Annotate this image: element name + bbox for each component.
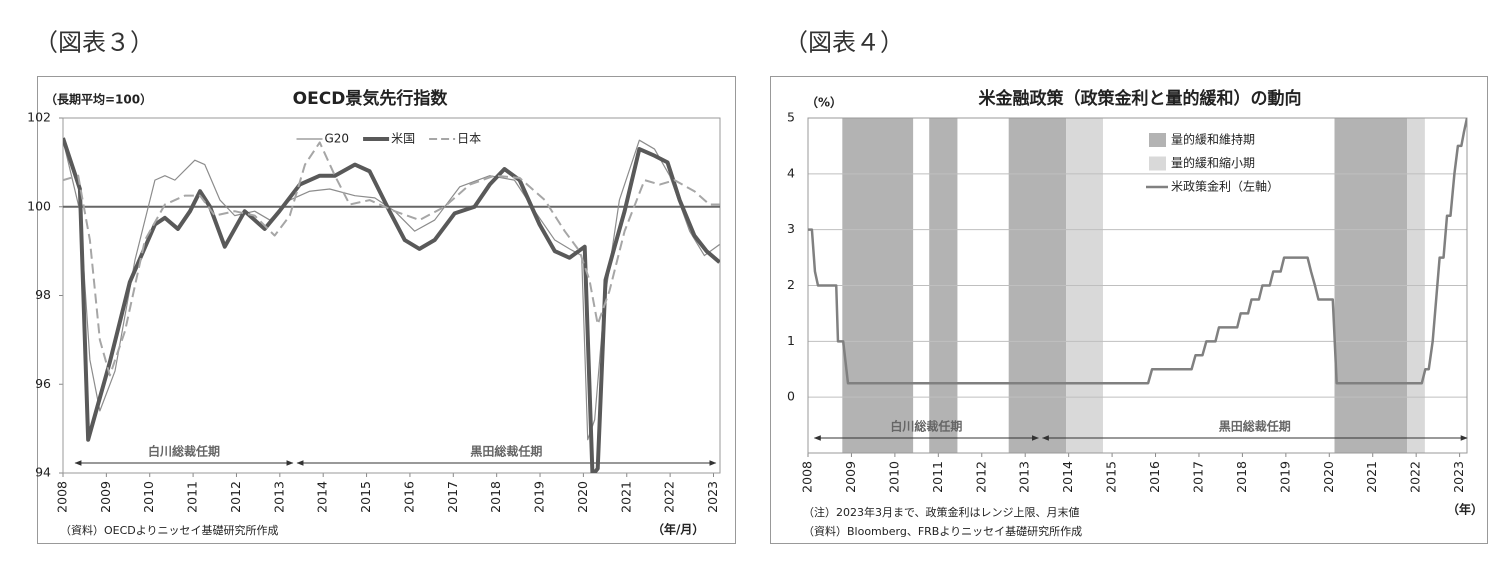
y-tick-label: 94	[35, 465, 51, 480]
x-tick-label: 2017	[445, 481, 460, 513]
x-tick-label: 2012	[228, 481, 243, 513]
y-tick-label: 98	[35, 287, 51, 302]
legend-label: 量的緩和縮小期	[1171, 155, 1255, 170]
x-tick-label: 2008	[800, 461, 815, 493]
x-tick-label: 2011	[930, 461, 945, 493]
legend-label: 量的緩和維持期	[1171, 132, 1255, 147]
chart-frame	[37, 76, 736, 544]
x-tick-label: 2023	[705, 481, 720, 513]
x-tick-label: 2023	[1451, 461, 1466, 493]
y-tick-label: 0	[787, 389, 795, 404]
x-tick-label: 2013	[1017, 461, 1032, 493]
legend-label: 米国	[391, 132, 415, 146]
chart-title: 米金融政策（政策金利と量的緩和）の動向	[979, 88, 1302, 109]
period-label: 黒田総裁任期	[470, 444, 542, 459]
chart: OECD景気先行指数 （長期平均=100） 94 96 98 100 102 2008 2009…	[27, 88, 721, 537]
y-tick-label: 1	[787, 333, 795, 348]
x-tick-label: 2009	[98, 481, 113, 513]
x-tick-label: 2016	[1147, 461, 1162, 493]
x-tick-label: 2019	[532, 481, 547, 513]
x-tick-label: 2014	[1060, 461, 1075, 493]
x-tick-label: 2012	[973, 461, 988, 493]
x-tick-label: 2021	[1364, 461, 1379, 493]
series-line	[63, 139, 720, 441]
y-tick-label: 3	[787, 221, 795, 236]
x-tick-label: 2020	[1321, 461, 1336, 493]
y-tick-label: 100	[27, 198, 51, 213]
legend-label: 米政策金利（左軸）	[1171, 179, 1279, 194]
chart: 米金融政策（政策金利と量的緩和）の動向 （%） 0 1 2 3 4 5 2008 2009 2010…	[787, 88, 1483, 538]
y-tick-label: 5	[787, 110, 795, 125]
x-tick-label: 2018	[1234, 461, 1249, 493]
plot-border	[807, 117, 1468, 454]
unit-label: （長期平均=100）	[45, 92, 152, 107]
chart-title: OECD景気先行指数	[293, 88, 449, 109]
plot-border	[62, 117, 721, 474]
period-label: 黒田総裁任期	[1219, 419, 1291, 434]
source-note: （資料）OECDよりニッセイ基礎研究所作成	[60, 523, 279, 537]
x-tick-label: 2017	[1190, 461, 1205, 493]
x-tick-label: 2022	[1408, 461, 1423, 493]
x-tick-label: 2008	[55, 481, 70, 513]
x-tick-label: 2011	[185, 481, 200, 513]
x-tick-label: 2022	[662, 481, 677, 513]
x-tick-label: 2020	[575, 481, 590, 513]
x-tick-label: 2015	[1104, 461, 1119, 493]
x-tick-label: 2016	[401, 481, 416, 513]
x-tick-label: 2018	[488, 481, 503, 513]
series-line	[808, 118, 1467, 385]
x-tick-label: 2009	[843, 461, 858, 493]
x-axis-title: （年/月）	[652, 522, 704, 537]
x-tick-label: 2021	[618, 481, 633, 513]
y-tick-label: 2	[787, 277, 795, 292]
y-tick-label: 96	[35, 376, 51, 391]
x-tick-label: 2010	[886, 461, 901, 493]
figure-label: （図表４）	[784, 29, 904, 57]
period-label: 白川総裁任期	[890, 419, 962, 434]
legend-label: G20	[325, 132, 350, 146]
source-note: （注）2023年3月まで、政策金利はレンジ上限、月末値	[803, 505, 1080, 519]
series-line	[63, 137, 720, 473]
x-tick-label: 2019	[1277, 461, 1292, 493]
x-axis-title: （年）	[1447, 502, 1483, 517]
legend-swatch	[1149, 133, 1166, 147]
legend-swatch	[1149, 156, 1166, 171]
x-tick-label: 2015	[358, 481, 373, 513]
y-tick-label: 102	[27, 110, 51, 125]
legend-label: 日本	[457, 132, 481, 146]
series-line	[63, 141, 720, 377]
y-tick-label: 4	[787, 165, 795, 180]
chart-frame	[770, 76, 1488, 544]
unit-label: （%）	[806, 95, 842, 110]
source-note: （資料）Bloomberg、FRBよりニッセイ基礎研究所作成	[803, 524, 1082, 538]
period-label: 白川総裁任期	[148, 444, 220, 459]
x-tick-label: 2010	[141, 481, 156, 513]
figure-label: （図表３）	[34, 29, 154, 57]
x-tick-label: 2013	[271, 481, 286, 513]
x-tick-label: 2014	[315, 481, 330, 513]
